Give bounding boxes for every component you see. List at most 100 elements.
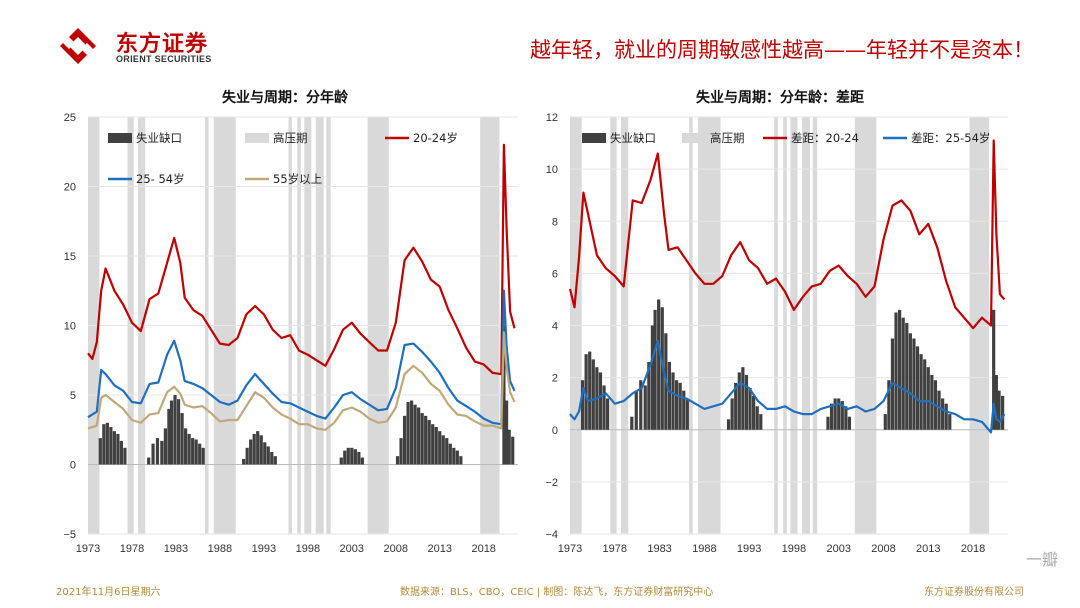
gap-bar <box>357 451 361 465</box>
x-tick-label: 2018 <box>471 543 495 555</box>
y-tick-label: 0 <box>552 425 558 437</box>
y-tick-label: −2 <box>545 477 558 489</box>
x-tick-label: 2008 <box>384 543 408 555</box>
gap-bar <box>502 325 506 465</box>
gap-bar <box>409 400 414 465</box>
gap-bar <box>923 359 927 430</box>
gap-bar <box>748 388 752 430</box>
gap-bar <box>273 456 277 465</box>
gap-bar <box>249 439 253 465</box>
legend-label: 失业缺口 <box>136 131 182 145</box>
x-tick-label: 1998 <box>782 543 806 555</box>
legend-swatch <box>245 133 269 143</box>
gap-bar <box>346 447 350 465</box>
gap-bar <box>657 299 661 430</box>
gap-bar <box>266 446 270 465</box>
gap-bar <box>653 309 657 430</box>
gap-bar <box>201 447 205 465</box>
gap-bar <box>176 399 181 465</box>
gap-bar <box>948 414 952 430</box>
y-tick-label: 2 <box>552 373 558 385</box>
gap-bar <box>992 309 996 430</box>
gap-bar <box>634 390 638 430</box>
x-tick-label: 1973 <box>558 543 582 555</box>
gap-bar <box>198 443 202 465</box>
gap-bar <box>187 433 191 465</box>
gap-bar <box>926 367 930 430</box>
gap-bar <box>173 395 177 465</box>
gap-bar <box>438 431 442 465</box>
x-tick-label: 1978 <box>603 543 627 555</box>
legend-label: 失业缺口 <box>610 131 656 145</box>
gap-bar <box>242 458 246 465</box>
legend-swatch <box>108 133 132 143</box>
chart-title: 失业与周期：分年龄 <box>222 89 349 106</box>
gap-bar <box>353 449 357 465</box>
gap-bar <box>441 435 445 465</box>
y-tick-label: 12 <box>546 112 558 124</box>
x-tick-label: 1973 <box>76 543 100 555</box>
gap-bar <box>445 438 449 465</box>
x-tick-label: 1978 <box>120 543 144 555</box>
gap-bar <box>671 372 675 430</box>
chart-title: 失业与周期：分年龄：差距 <box>696 89 864 106</box>
x-tick-label: 1993 <box>252 543 276 555</box>
gap-bar <box>737 372 741 430</box>
gap-bar <box>343 450 347 465</box>
gap-bar <box>427 420 431 465</box>
x-tick-label: 2008 <box>871 543 895 555</box>
gap-bar <box>650 325 655 430</box>
gap-bar <box>399 438 403 465</box>
gap-bar <box>829 403 834 430</box>
gap-bar <box>459 456 463 465</box>
gap-bar <box>741 367 745 430</box>
x-tick-label: 1998 <box>296 543 320 555</box>
x-tick-label: 2003 <box>340 543 364 555</box>
gap-bar <box>434 426 438 465</box>
gap-bar <box>119 440 124 465</box>
y-tick-label: 15 <box>64 251 76 263</box>
gap-bar <box>395 456 400 465</box>
y-tick-label: 10 <box>64 321 76 333</box>
gap-bar <box>667 361 672 430</box>
gap-bar <box>887 380 891 430</box>
gap-bar <box>997 390 1001 430</box>
gap-bar <box>840 401 844 430</box>
gap-bar <box>413 404 417 465</box>
gap-bar <box>752 395 756 430</box>
gap-bar <box>726 419 731 430</box>
series-line <box>569 340 1006 434</box>
legend-label: 高压期 <box>273 131 308 145</box>
gap-bar <box>123 447 127 465</box>
gap-bar <box>402 415 407 465</box>
gap-bar <box>147 457 151 465</box>
page-headline: 越年轻，就业的周期敏感性越高——年轻并不是资本！ <box>530 38 1034 62</box>
x-tick-label: 1988 <box>692 543 716 555</box>
gap-bar <box>833 398 837 430</box>
x-tick-label: 1983 <box>647 543 671 555</box>
gap-bar <box>905 322 909 430</box>
gap-bar <box>591 359 595 430</box>
gap-bar <box>98 438 102 465</box>
legend-label: 差距：20-24 <box>791 131 859 145</box>
x-tick-label: 1983 <box>164 543 188 555</box>
gap-bar <box>847 416 852 430</box>
legend-label: 高压期 <box>710 131 745 145</box>
footer-source: 数据来源：BLS，CBO，CEIC | 制图：陈达飞，东方证券财富研究中心 <box>400 587 714 598</box>
gap-bar <box>826 416 830 430</box>
gap-bar <box>431 424 435 465</box>
gap-bar <box>256 431 260 465</box>
gap-bar <box>448 443 452 465</box>
gap-bar <box>630 416 634 430</box>
gap-bar <box>580 380 585 430</box>
gap-bar <box>455 450 459 465</box>
gap-bar <box>109 426 113 465</box>
x-tick-label: 2013 <box>916 543 940 555</box>
gap-bar <box>759 414 763 430</box>
legend-label: 25- 54岁 <box>136 172 185 186</box>
gap-bar <box>915 346 920 430</box>
y-tick-label: 6 <box>552 268 558 280</box>
chart-unemployment-by-age: 失业与周期：分年龄 −5 0 5 10 15 20 25 1973 1978 1983 1988 199… <box>63 89 518 555</box>
gap-bar <box>339 457 343 465</box>
footer-company: 东方证券股份有限公司 <box>924 587 1024 598</box>
